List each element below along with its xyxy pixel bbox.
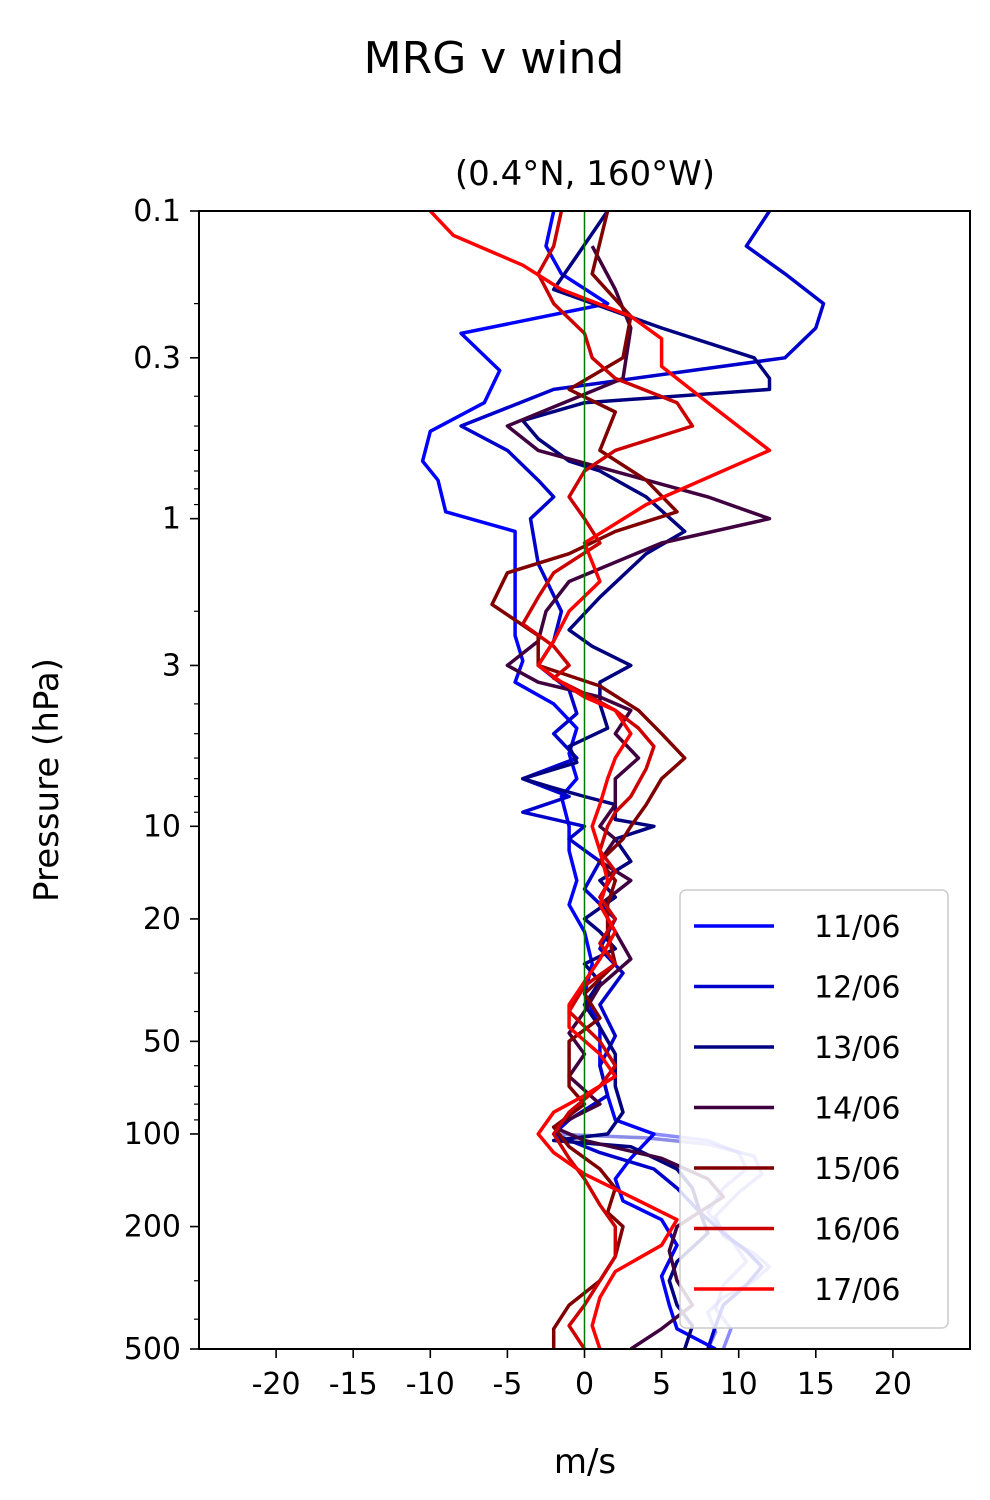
y-tick-label: 500 xyxy=(124,1332,181,1367)
legend-label: 14/06 xyxy=(814,1092,900,1127)
legend-label: 15/06 xyxy=(814,1152,900,1187)
legend: 11/06 12/06 13/06 14/06 15/06 16/06 17/06 xyxy=(679,889,949,1329)
legend-box xyxy=(679,889,949,1329)
plot-area xyxy=(420,211,826,1349)
axes: -20 -15 -10 -5 0 5 10 15 20 0.1 0.3 1 3 10 20 50 100 200 5… xyxy=(124,194,971,1402)
legend-label: 17/06 xyxy=(814,1273,900,1308)
x-tick-label: 15 xyxy=(797,1367,835,1402)
x-tick-label: 20 xyxy=(874,1367,912,1402)
y-tick-label: 200 xyxy=(124,1210,181,1245)
x-tick-label: -5 xyxy=(492,1367,522,1402)
x-tick-label: 0 xyxy=(575,1367,594,1402)
y-tick-label: 0.3 xyxy=(133,341,181,376)
x-tick-label: 5 xyxy=(652,1367,671,1402)
y-tick-label: 3 xyxy=(162,648,181,683)
y-tick-label: 1 xyxy=(162,502,181,537)
y-tick-label: 50 xyxy=(143,1024,181,1059)
series-line-1 xyxy=(420,211,717,1349)
x-tick-label: -15 xyxy=(329,1367,378,1402)
y-axis-label: Pressure (hPa) xyxy=(27,658,67,902)
series-line-5 xyxy=(490,211,687,1349)
legend-label: 12/06 xyxy=(814,971,900,1006)
series-line-7 xyxy=(429,211,772,1349)
chart-subtitle: (0.4°N, 160°W) xyxy=(455,154,715,194)
legend-label: 16/06 xyxy=(814,1213,900,1248)
y-tick-label: 100 xyxy=(124,1117,181,1152)
x-tick-label: -10 xyxy=(406,1367,455,1402)
x-axis-label: m/s xyxy=(554,1442,616,1482)
y-tick-label: 20 xyxy=(143,902,181,937)
legend-label: 11/06 xyxy=(814,910,900,945)
chart-title: MRG v wind xyxy=(364,33,625,84)
x-tick-label: 10 xyxy=(720,1367,758,1402)
legend-label: 13/06 xyxy=(814,1031,900,1066)
y-tick-label: 0.1 xyxy=(133,194,181,229)
y-tick-label: 10 xyxy=(143,809,181,844)
x-tick-label: -20 xyxy=(252,1367,301,1402)
series-line-6 xyxy=(521,211,695,1349)
